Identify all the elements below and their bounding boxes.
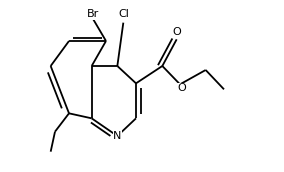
Text: Cl: Cl	[118, 9, 129, 19]
Text: N: N	[113, 131, 122, 141]
Text: O: O	[172, 27, 181, 37]
Text: Br: Br	[87, 9, 99, 19]
Text: O: O	[177, 83, 186, 93]
